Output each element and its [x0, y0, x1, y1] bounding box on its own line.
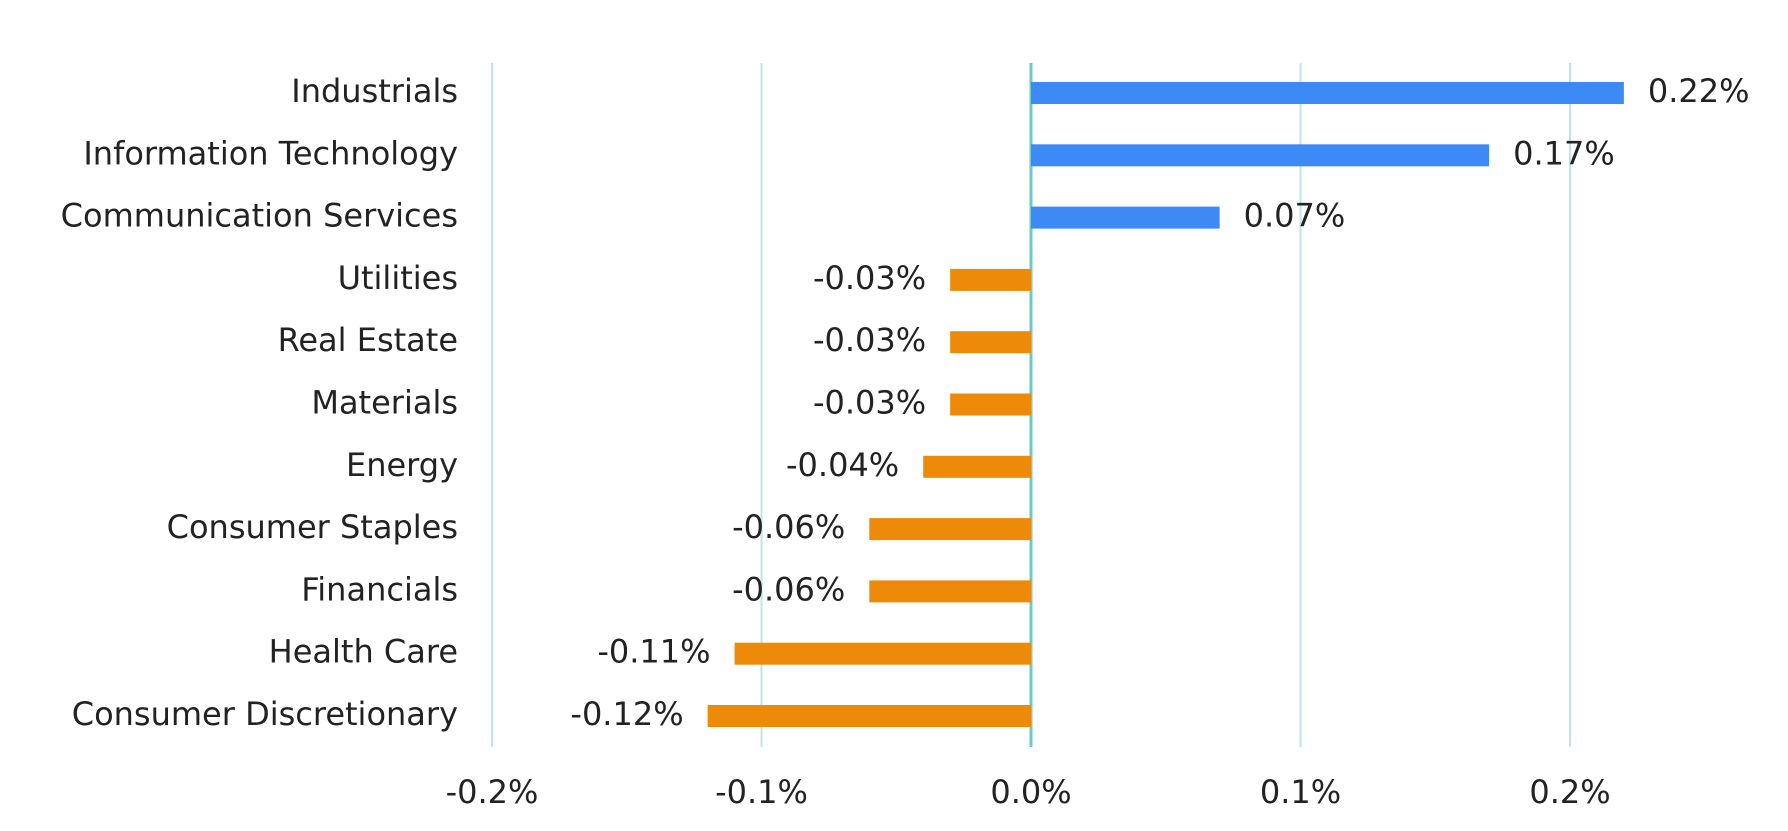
- category-label: Consumer Staples: [167, 508, 458, 546]
- value-label: -0.03%: [813, 384, 926, 422]
- category-label: Materials: [311, 384, 458, 422]
- value-label: -0.06%: [732, 570, 845, 608]
- x-tick-label: 0.2%: [1529, 773, 1610, 811]
- value-label: -0.04%: [786, 446, 899, 484]
- category-label: Real Estate: [278, 321, 458, 359]
- bar: [1031, 144, 1490, 167]
- x-tick-label: -0.2%: [446, 773, 539, 811]
- category-label: Utilities: [338, 259, 458, 297]
- bar: [734, 642, 1031, 665]
- category-label: Information Technology: [83, 134, 458, 172]
- bar: [1031, 82, 1624, 104]
- category-label: Financials: [301, 570, 458, 608]
- value-label: -0.03%: [813, 259, 926, 297]
- value-label: 0.17%: [1513, 134, 1615, 172]
- bar: [869, 580, 1031, 603]
- value-label: -0.06%: [732, 508, 845, 546]
- category-label: Consumer Discretionary: [72, 695, 458, 733]
- bar: [707, 705, 1031, 727]
- bar: [923, 455, 1031, 478]
- bar: [950, 268, 1031, 291]
- bar: [869, 518, 1031, 541]
- bar: [950, 393, 1031, 416]
- value-label: -0.03%: [813, 321, 926, 359]
- category-label: Industrials: [291, 72, 458, 110]
- value-label: -0.11%: [597, 633, 710, 671]
- category-label: Energy: [346, 446, 458, 484]
- bar: [1031, 206, 1220, 229]
- category-label: Health Care: [269, 633, 458, 671]
- bar: [950, 331, 1031, 354]
- x-tick-label: -0.1%: [715, 773, 808, 811]
- x-tick-label: 0.1%: [1260, 773, 1341, 811]
- category-label: Communication Services: [61, 197, 458, 235]
- value-label: -0.12%: [570, 695, 683, 733]
- value-label: 0.07%: [1244, 197, 1346, 235]
- x-tick-label: 0.0%: [990, 773, 1071, 811]
- value-label: 0.22%: [1648, 72, 1750, 110]
